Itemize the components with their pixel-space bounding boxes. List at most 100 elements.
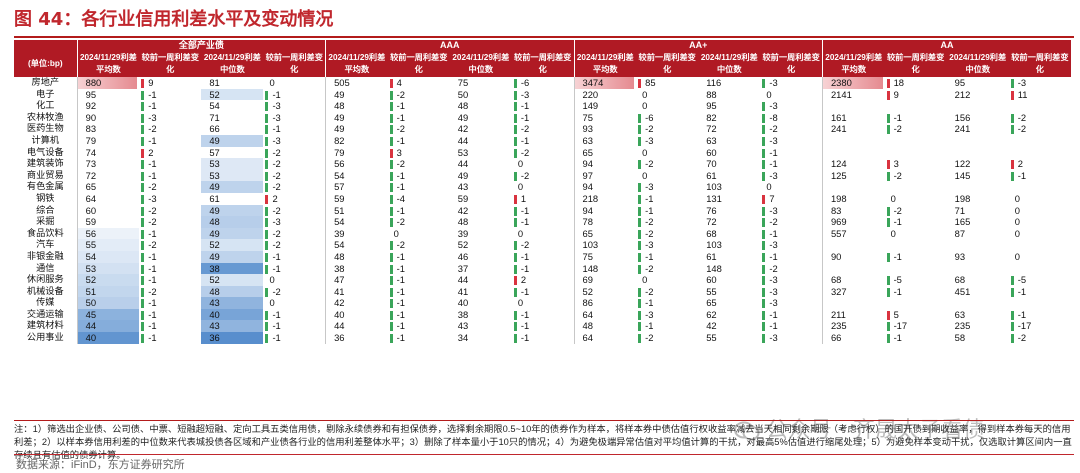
table-row: 机械设备 51 -2 48 -2 41 -1 41 -1 52 -2 55 -3 327 -1 451 -1 [14,285,1071,298]
spread-level-value: 95 [954,77,966,88]
spread-change-value: 0 [1014,227,1020,239]
column-header: 2024/11/29利差平均数 [76,50,140,77]
spread-level-cell: 65 [573,146,637,159]
spread-change-cell [1009,147,1071,159]
spread-change-cell: 5 [885,309,947,321]
spread-level-cell [821,239,885,251]
spread-change-value: -1 [769,320,778,332]
spread-change-value: -2 [893,204,902,216]
spread-level-value: 60 [706,274,717,286]
spread-change-value: -1 [520,320,530,332]
spread-change-value: -17 [1017,320,1032,332]
spread-level-cell: 37 [450,263,512,275]
spread-level-cell: 92 [76,100,140,112]
spread-change-value: 0 [269,77,275,88]
decrease-marker [1010,310,1014,320]
spread-level-value: 72 [706,216,717,228]
spread-level-cell: 156 [947,112,1009,124]
spread-level-value: 156 [954,111,971,123]
spread-change-value: 0 [642,169,648,181]
decrease-marker [513,334,517,344]
decrease-marker [762,125,766,135]
spread-change-cell: -2 [263,158,325,170]
spread-level-value: 49 [334,111,345,123]
industry-name: 医药生物 [26,123,64,134]
spread-change-value: 0 [393,227,399,239]
spread-change-value: -2 [769,216,778,228]
table-row: 电气设备 74 2 57 -2 79 3 53 -2 65 0 60 -1 [14,146,1071,159]
decrease-marker [513,241,517,251]
spread-level-value: 43 [209,320,220,332]
spread-level-cell: 48 [325,250,388,263]
spread-level-value: 94 [582,158,593,170]
spread-level-cell: 60 [698,147,760,159]
decrease-marker [1010,334,1014,344]
spread-level-cell: 60 [698,274,760,286]
spread-change-cell: -8 [760,112,822,124]
spread-change-cell: -2 [263,205,325,217]
decrease-marker [389,102,393,112]
increase-marker [886,79,890,89]
increase-marker [886,310,890,320]
decrease-marker [638,310,642,320]
decrease-marker [389,218,393,228]
spread-level-value: 65 [706,297,717,309]
table-row: 传媒 50 -1 43 0 42 -1 40 0 86 -1 65 -3 [14,297,1071,309]
spread-level-cell: 69 [573,274,637,286]
spread-change-cell: -2 [885,170,947,182]
spread-level-value: 36 [209,332,220,344]
source-divider [14,454,1074,455]
table-row: 电子 95 -1 52 -1 49 -2 50 -3 220 0 88 0 2141 9 212 11 [14,88,1071,101]
table-row: 房地产 880 9 81 0 505 4 75 -6 3474 85 116 -3 2380 18 95 -3 [14,77,1071,89]
spread-level-cell: 86 [573,297,637,309]
spread-change-value: -1 [396,169,406,181]
spread-level-cell: 49 [325,111,388,124]
spread-level-value: 64 [582,308,593,320]
decrease-marker [513,206,517,216]
spread-change-cell: -2 [139,205,201,217]
increase-marker [389,148,393,158]
spread-level-value: 46 [457,250,469,262]
spread-level-cell: 95 [698,100,760,112]
spread-level-cell: 76 [698,205,760,217]
industry-name: 机械设备 [26,285,64,296]
spread-level-cell: 49 [201,181,264,193]
spread-level-cell: 64 [573,332,637,344]
spread-change-value: -1 [645,192,654,204]
spread-level-value: 83 [830,204,842,216]
spread-change-cell: 11 [1009,89,1071,101]
spread-level-cell: 122 [947,158,1009,170]
spread-change-cell: 85 [636,77,698,89]
spread-level-cell: 52 [573,285,637,298]
spread-level-cell: 73 [76,158,140,170]
spread-change-value: -2 [148,181,157,193]
spread-change-value: -3 [645,308,654,320]
spread-level-cell: 327 [821,285,885,298]
spread-level-cell: 46 [450,251,512,263]
spread-change-cell: -1 [760,147,822,159]
spread-change-cell: 0 [263,77,325,89]
spread-level-cell [947,239,1009,251]
column-header: 2024/11/29利差平均数 [821,50,885,77]
spread-change-cell: -3 [760,170,822,182]
column-header: 2024/11/29利差中位数 [449,50,512,77]
spread-change-value: -4 [396,192,406,204]
spread-level-value: 81 [209,77,220,88]
spread-change-cell: -1 [388,181,450,193]
table-row: 医药生物 83 -2 66 -1 49 -2 42 -2 93 -2 72 -2 241 -2 241 -2 [14,123,1071,135]
spread-change-cell: -1 [263,332,325,344]
spread-level-value: 76 [706,204,717,216]
spread-change-cell: -2 [139,181,201,193]
spread-level-cell: 211 [821,308,885,321]
spread-change-value: -3 [769,297,778,309]
spread-change-cell: -1 [139,158,201,170]
spread-level-cell: 220 [573,88,637,101]
spread-level-value: 198 [954,192,971,204]
spread-change-value: -2 [272,146,281,158]
decrease-marker [762,229,766,239]
decrease-marker [265,90,269,100]
spread-change-cell: -3 [760,332,822,344]
spread-level-value: 62 [706,308,717,320]
credit-spread-table: 全部产业债 AAA AA+ AA (单位:bp) 2024/11/29利差平均数… [14,40,1071,344]
spread-level-value: 55 [706,332,717,344]
